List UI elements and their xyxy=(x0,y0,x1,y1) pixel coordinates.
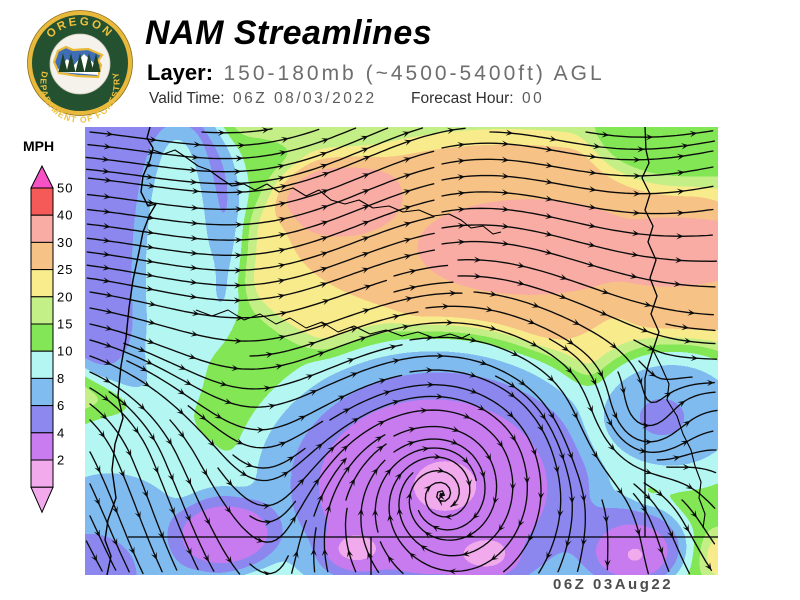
legend-colorbar: MPH 50 40 30 25 20 15 10 8 6 4 2 xyxy=(23,138,73,514)
legend-segment xyxy=(30,269,54,298)
legend-tick-label: 20 xyxy=(57,289,73,304)
outline-snake-spur xyxy=(652,349,706,529)
legend-segment xyxy=(30,405,54,434)
layer-label: Layer: xyxy=(147,60,214,85)
legend-arrow-top xyxy=(30,164,54,189)
forecast-hour-label: Forecast Hour: xyxy=(411,90,514,107)
valid-time-label: Valid Time: xyxy=(149,90,225,107)
logo-tree-icon xyxy=(84,53,94,72)
legend-title: MPH xyxy=(23,138,54,154)
legend-arrow-bottom xyxy=(30,486,54,514)
legend-tick-label: 40 xyxy=(57,208,73,223)
legend-tick-label: 4 xyxy=(57,425,65,440)
map-outlines xyxy=(104,127,718,575)
legend-tick-label: 6 xyxy=(57,398,65,413)
legend-segment xyxy=(30,377,54,407)
legend-tick-label: 15 xyxy=(57,317,73,332)
page-title: NAM Streamlines xyxy=(145,14,433,52)
logo-tree-icon xyxy=(58,53,68,72)
legend-segment xyxy=(30,432,54,461)
legend-tick-label: 8 xyxy=(57,371,65,386)
outline-coast xyxy=(104,127,157,575)
valid-time-value: 06Z 08/03/2022 xyxy=(232,90,377,107)
legend-segment xyxy=(30,241,54,271)
outline-east-border xyxy=(641,127,660,537)
valid-time-line: Valid Time: 06Z 08/03/2022 Forecast Hour… xyxy=(149,90,544,108)
legend-tick-label: 25 xyxy=(57,262,73,277)
legend-tick-label: 2 xyxy=(57,453,65,468)
legend-segment xyxy=(30,459,54,488)
logo-tree-icon xyxy=(91,53,101,72)
streamlines-layer xyxy=(85,127,718,575)
logo-tree-icon xyxy=(75,53,85,72)
model-timestamp: 06Z 03Aug22 xyxy=(553,576,674,593)
legend-segment xyxy=(30,350,54,379)
map-canvas xyxy=(85,127,718,575)
layer-line: Layer: 150-180mb (~4500-5400ft) AGL xyxy=(147,60,605,86)
outline-river xyxy=(195,309,471,339)
legend-segment xyxy=(30,296,54,325)
layer-value: 150-180mb (~4500-5400ft) AGL xyxy=(223,62,605,85)
logo-tree-icon xyxy=(66,53,76,72)
outline-columbia xyxy=(152,149,502,235)
legend-tick-label: 30 xyxy=(57,235,73,250)
legend-segment xyxy=(30,187,54,216)
legend-segment xyxy=(30,323,54,352)
legend-tick-label: 50 xyxy=(57,181,73,196)
legend-tick-label: 10 xyxy=(57,344,73,359)
legend-segment xyxy=(30,214,54,243)
forecast-hour-value: 00 xyxy=(522,90,545,107)
